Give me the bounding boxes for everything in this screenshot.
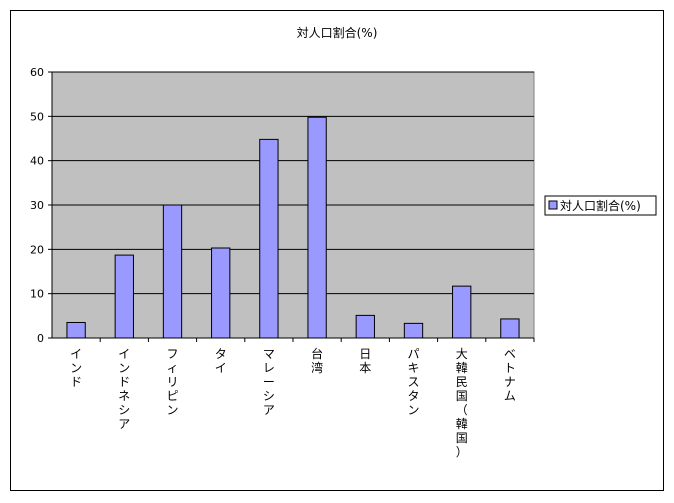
y-tick-label: 50	[30, 110, 44, 123]
x-tick-label: フィリピン	[166, 347, 178, 417]
y-tick-label: 30	[30, 199, 44, 212]
x-axis-labels: インド インドネシア フィリピン タイ マレーシア 台湾 日本 パキスタン 大韓民国（韓国） ベト…	[70, 338, 535, 459]
x-tick-label: インド	[70, 347, 82, 389]
y-tick-label: 0	[37, 332, 44, 345]
bar	[211, 247, 231, 339]
legend-label: 対人口割合(%)	[560, 198, 641, 213]
x-tick-label: 台湾	[311, 346, 323, 375]
x-tick-label: パキスタン	[407, 347, 419, 417]
x-tick-label: 日本	[359, 347, 371, 375]
bar	[307, 116, 327, 339]
x-tick-label: マレーシア	[263, 347, 275, 417]
y-axis-ticks: 0 10 20 30 40 50 60	[30, 66, 52, 345]
bar	[500, 318, 520, 339]
bar	[66, 321, 86, 339]
x-tick-label: インドネシア	[118, 347, 130, 431]
x-tick-label: 大韓民国（韓国）	[456, 347, 468, 459]
legend: 対人口割合(%)	[544, 195, 657, 216]
bar	[259, 138, 279, 339]
x-tick-label: ベトナム	[504, 347, 516, 403]
legend-box	[544, 195, 657, 216]
y-tick-label: 20	[30, 243, 44, 256]
bar	[114, 254, 134, 339]
bar	[403, 322, 424, 339]
x-tick-label: タイ	[215, 347, 227, 375]
chart-title: 対人口割合(%)	[297, 25, 378, 40]
bars	[66, 116, 520, 339]
legend-swatch	[548, 200, 558, 210]
bar	[355, 314, 375, 339]
bar	[452, 285, 472, 339]
y-tick-label: 40	[30, 155, 44, 168]
y-tick-label: 10	[30, 288, 44, 301]
bar	[162, 204, 183, 339]
y-tick-label: 60	[30, 66, 44, 79]
